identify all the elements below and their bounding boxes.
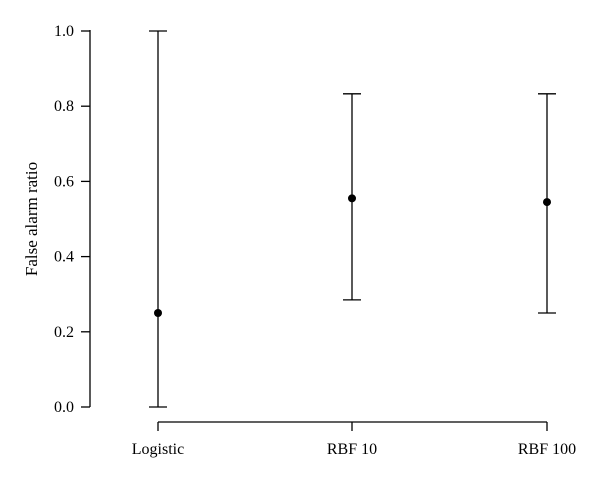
x-axis: Logistic RBF 10 RBF 100 [132, 421, 576, 458]
y-tick-label: 0.6 [54, 173, 74, 190]
y-tick-label: 1.0 [54, 23, 74, 40]
y-tick-label: 0.8 [54, 98, 74, 115]
x-category-label: RBF 10 [327, 441, 377, 458]
y-axis-title: False alarm ratio [22, 162, 41, 276]
data-point [348, 194, 356, 203]
data-point [543, 198, 551, 207]
data-marks [149, 30, 556, 408]
x-category-label: RBF 100 [518, 441, 576, 458]
data-point [154, 309, 162, 317]
y-tick-label: 0.4 [54, 249, 74, 266]
y-tick-label: 0.0 [54, 399, 74, 416]
y-axis: 0.0 0.2 0.4 0.6 0.8 1.0 [54, 23, 91, 416]
x-category-label: Logistic [132, 441, 184, 458]
y-tick-label: 0.2 [54, 324, 74, 341]
